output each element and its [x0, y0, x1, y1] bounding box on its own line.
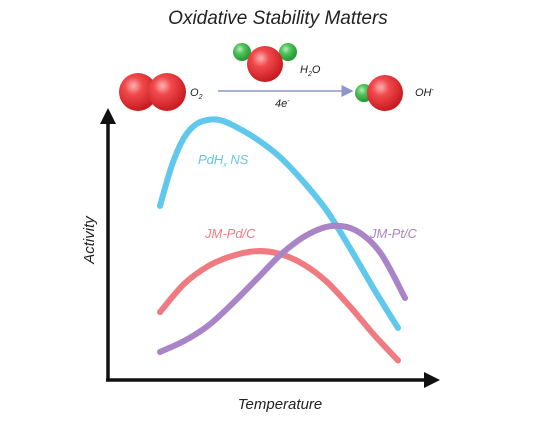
o2-molecule-icon [119, 73, 186, 111]
series-label-pdhx: PdHx NS [198, 152, 249, 169]
axes [100, 108, 440, 388]
y-axis-arrowhead [100, 108, 116, 124]
hydroxide-molecule-icon [355, 75, 403, 111]
x-axis-label: Temperature [238, 396, 323, 413]
water-label: H2O [300, 64, 321, 78]
series-line-pdhx-ns [157, 116, 401, 331]
y-axis-label: Activity [81, 215, 98, 265]
series-label-jm-pt-c: JM-Pt/C [369, 226, 418, 241]
activity-curves [157, 116, 408, 364]
x-axis-arrowhead [424, 372, 440, 388]
series-label-jm-pd-c: JM-Pd/C [204, 226, 256, 241]
figure-title: Oxidative Stability Matters [168, 8, 388, 29]
water-molecule-icon [233, 43, 297, 82]
electrons-label: 4e- [275, 98, 290, 110]
o2-label: O2 [190, 87, 203, 101]
hydroxide-label: OH- [415, 87, 435, 99]
series-line-jm-pt-c [157, 222, 408, 355]
reaction-scheme: O2 H2O 4e- OH- [119, 43, 435, 111]
